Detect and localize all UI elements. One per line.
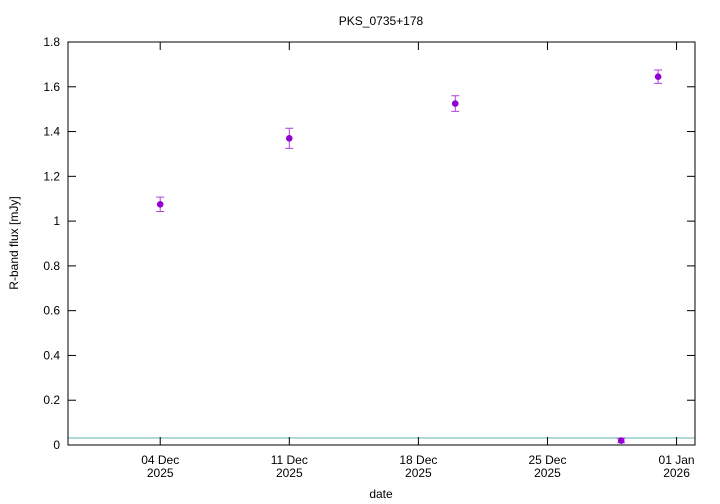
data-point bbox=[285, 134, 293, 142]
data-point bbox=[654, 73, 662, 81]
y-tick-label: 1.8 bbox=[43, 35, 60, 49]
x-tick-label: 2026 bbox=[663, 466, 690, 480]
y-tick-label: 0.6 bbox=[43, 304, 60, 318]
plot-frame bbox=[67, 41, 696, 446]
y-axis-label: R-band flux [mJy] bbox=[7, 196, 21, 289]
y-tick-label: 1 bbox=[53, 214, 60, 228]
x-tick-label: 18 Dec bbox=[399, 453, 437, 467]
x-tick-label: 01 Jan bbox=[659, 453, 695, 467]
x-tick-label: 2025 bbox=[276, 466, 303, 480]
x-tick-label: 25 Dec bbox=[528, 453, 566, 467]
y-tick-label: 0.8 bbox=[43, 259, 60, 273]
data-point bbox=[451, 100, 459, 107]
x-tick-label: 11 Dec bbox=[271, 453, 308, 467]
x-tick-label: 04 Dec bbox=[141, 453, 179, 467]
y-tick-label: 1.6 bbox=[43, 80, 60, 94]
x-tick-label: 2025 bbox=[147, 466, 174, 480]
y-tick-label: 0.2 bbox=[43, 393, 60, 407]
x-axis-label: date bbox=[369, 487, 393, 501]
x-tick-label: 2025 bbox=[534, 466, 561, 480]
x-tick-label: 2025 bbox=[405, 466, 432, 480]
y-tick-label: 0.4 bbox=[43, 348, 60, 362]
y-tick-label: 1.4 bbox=[43, 125, 60, 139]
chart-title: PKS_0735+178 bbox=[339, 14, 424, 28]
data-point bbox=[156, 201, 164, 208]
y-tick-label: 1.2 bbox=[43, 169, 60, 183]
data-point bbox=[617, 437, 625, 444]
y-tick-label: 0 bbox=[53, 438, 60, 452]
